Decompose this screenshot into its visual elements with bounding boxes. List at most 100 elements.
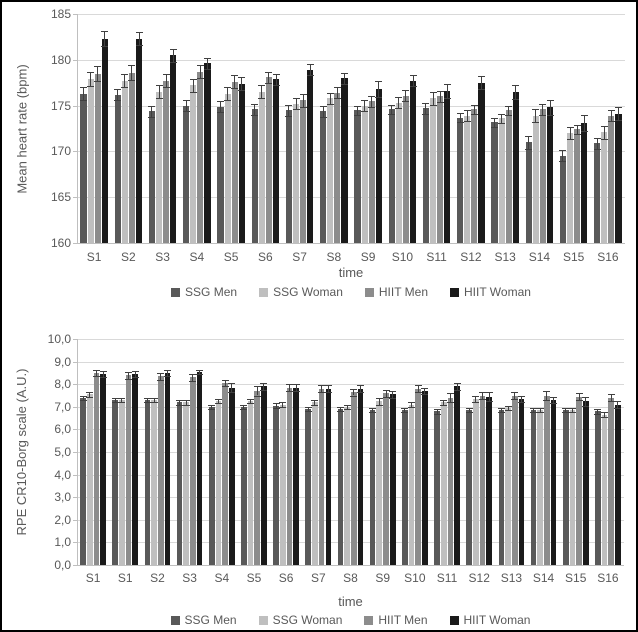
error-bar-cap [169, 61, 177, 63]
bar-ssg-men-10 [422, 108, 430, 243]
error-bar [124, 74, 126, 88]
error-bar [378, 80, 380, 98]
error-bar-cap [196, 374, 204, 376]
bar-hiit-woman-1 [132, 374, 139, 565]
gridline [77, 60, 625, 61]
error-bar-cap [114, 100, 122, 102]
bar-ssg-men-10 [401, 410, 408, 565]
error-bar-cap [285, 384, 293, 386]
error-bar-cap [204, 57, 212, 59]
error-bar [254, 103, 256, 115]
bar-ssg-men-0 [80, 397, 86, 565]
x-tick-label: S5 [223, 250, 239, 264]
error-bar-cap [253, 386, 261, 388]
bar-hiit-woman-9 [409, 80, 417, 243]
error-bar-cap [389, 397, 397, 399]
error-bar-cap [607, 394, 615, 396]
x-tick-label: S16 [597, 250, 619, 264]
bar-ssg-men-6 [285, 110, 293, 243]
error-bar-cap [155, 98, 163, 100]
error-bar-cap [148, 116, 156, 118]
error-bar-cap [86, 392, 94, 394]
error-bar [508, 105, 510, 115]
legend-label: SSG Woman [272, 613, 343, 627]
legend-swatch-icon [258, 615, 268, 625]
error-bar-cap [497, 407, 505, 409]
error-bar-cap [285, 104, 293, 106]
error-bar [535, 109, 537, 123]
bar-hiit-woman-8 [357, 388, 364, 565]
error-bar-cap [92, 376, 100, 378]
error-bar [199, 65, 201, 79]
bar-hiit-men-12 [479, 395, 486, 565]
error-bar-cap [279, 402, 287, 404]
bar-ssg-woman-9 [376, 401, 383, 565]
bar-hiit-woman-15 [615, 113, 622, 243]
error-bar-cap [517, 395, 525, 397]
y-axis-tick [73, 452, 77, 453]
gridline [77, 384, 624, 385]
bar-ssg-men-9 [369, 410, 376, 565]
error-bar-cap [568, 412, 576, 414]
legend-swatch-icon [170, 615, 180, 625]
x-tick-label: S2 [150, 571, 165, 585]
error-bar [501, 113, 503, 123]
bar-ssg-woman-16 [601, 414, 608, 565]
error-bar [468, 407, 470, 413]
error-bar-cap [511, 392, 519, 394]
y-tick-label: 9,0 [54, 355, 71, 369]
error-bar [571, 407, 573, 413]
bar-hiit-woman-14 [550, 400, 557, 565]
legend-item-ssg-woman: SSG Woman [258, 613, 343, 627]
error-bar [617, 401, 619, 408]
error-bar-cap [456, 122, 464, 124]
error-bar-cap [94, 66, 102, 68]
error-bar-cap [575, 400, 583, 402]
error-bar [610, 110, 612, 122]
legend-swatch-icon [259, 287, 269, 297]
error-bar-cap [265, 71, 273, 73]
bar-hiit-men-6 [286, 387, 293, 565]
error-bar-cap [157, 379, 165, 381]
error-bar-cap [319, 105, 327, 107]
bar-hiit-men-5 [254, 390, 261, 565]
error-bar [618, 107, 620, 121]
bar-hiit-men-4 [222, 383, 228, 565]
bar-hiit-woman-12 [512, 91, 519, 243]
y-tick-label: 3,0 [54, 490, 71, 504]
bar-ssg-men-14 [559, 155, 567, 243]
gridline [77, 520, 624, 521]
error-bar-cap [532, 122, 540, 124]
bar-ssg-woman-0 [87, 79, 94, 243]
error-bar-cap [324, 385, 332, 387]
x-tick-label: S3 [155, 250, 170, 264]
bar-hiit-woman-13 [546, 107, 554, 243]
error-bar-cap [456, 112, 464, 114]
bar-ssg-men-14 [530, 410, 537, 565]
error-bar-cap [433, 413, 441, 415]
x-axis-title-heart-rate: time [338, 265, 364, 280]
gridline [77, 151, 625, 152]
error-bar-cap [318, 385, 326, 387]
bar-hiit-woman-14 [581, 123, 588, 243]
error-bar [295, 384, 297, 391]
error-bar-cap [369, 412, 377, 414]
error-bar-cap [436, 101, 444, 103]
error-bar [82, 395, 84, 401]
x-tick-label: S7 [292, 250, 307, 264]
x-tick-label: S9 [375, 571, 390, 585]
bar-ssg-men-1 [114, 94, 121, 243]
error-bar-cap [189, 374, 197, 376]
bar-hiit-men-4 [231, 81, 238, 243]
error-bar [151, 105, 153, 117]
error-bar [121, 397, 123, 403]
error-bar-cap [121, 87, 129, 89]
error-bar-cap [463, 121, 471, 123]
bar-ssg-woman-15 [569, 410, 576, 565]
error-bar-cap [319, 116, 327, 118]
error-bar-cap [559, 161, 567, 163]
error-bar [425, 102, 427, 114]
error-bar-cap [472, 402, 480, 404]
bar-hiit-woman-6 [293, 387, 299, 565]
error-bar-cap [99, 377, 107, 379]
